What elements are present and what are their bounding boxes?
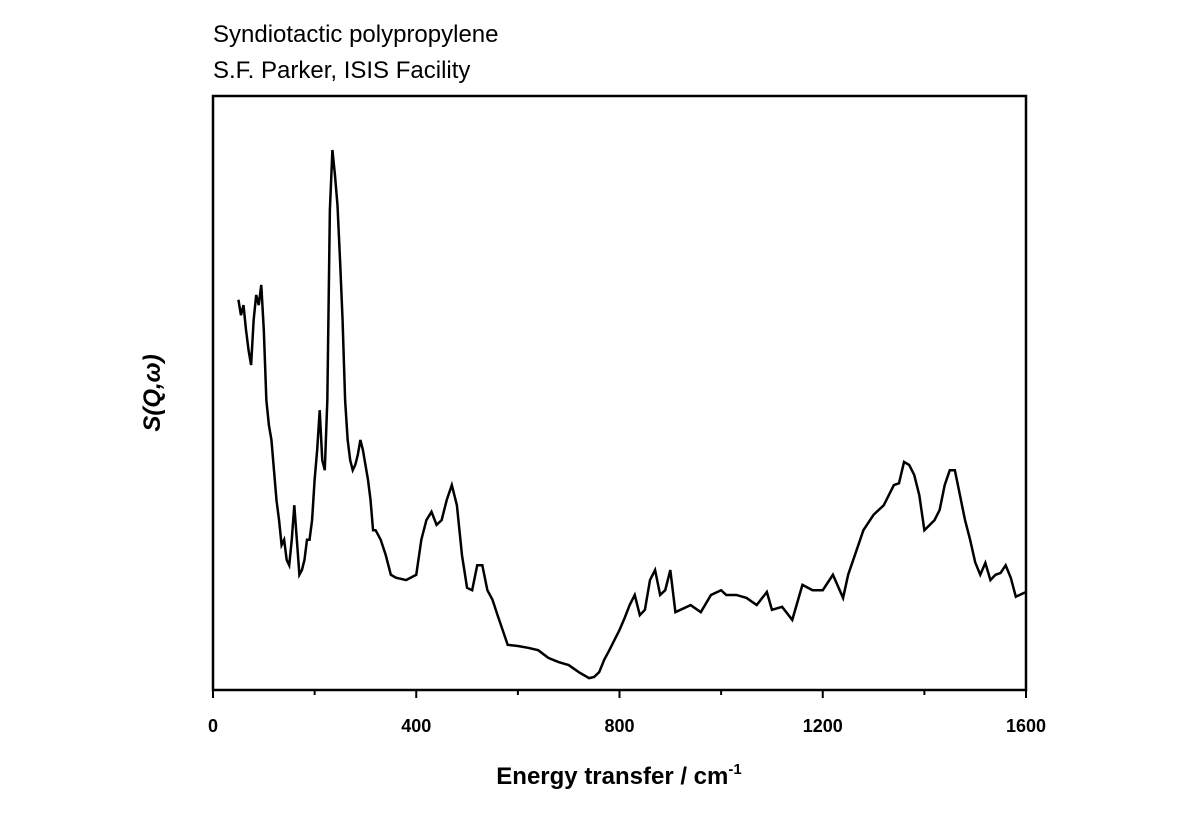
x-tick-label: 1600 <box>1006 716 1046 736</box>
chart-title: Syndiotactic polypropylene <box>213 21 499 48</box>
x-tick-label: 400 <box>401 716 431 736</box>
x-tick-label: 1200 <box>803 716 843 736</box>
data-line <box>237 149 1027 680</box>
chart-subtitle: S.F. Parker, ISIS Facility <box>213 57 470 84</box>
y-axis-label: S(Q,ω) <box>139 354 166 431</box>
x-axis-label: Energy transfer / cm-1 <box>496 761 741 790</box>
x-tick-label: 800 <box>604 716 634 736</box>
x-axis-label-text: Energy transfer / cm <box>496 763 728 790</box>
x-axis-label-sup: -1 <box>728 761 741 778</box>
x-tick-label: 0 <box>208 716 218 736</box>
